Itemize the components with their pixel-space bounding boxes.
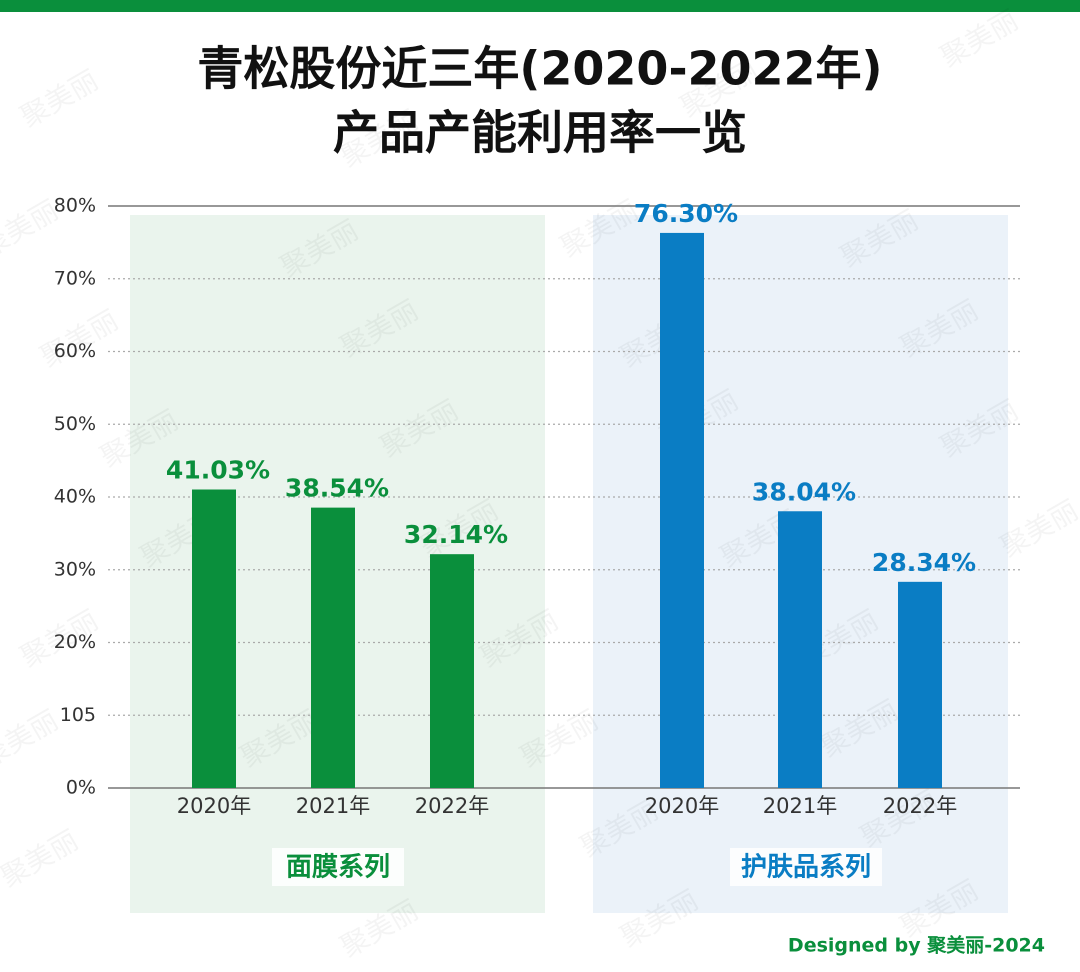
y-tick-label: 80%: [54, 195, 96, 217]
y-tick-label: 0%: [66, 777, 96, 799]
bar: [660, 232, 704, 789]
watermark: 聚美丽: [935, 3, 1024, 74]
x-tick-label: 2022年: [883, 794, 957, 818]
x-tick-label: 2022年: [415, 794, 489, 818]
value-label: 38.04%: [752, 477, 856, 506]
legend-label: 护肤品系列: [741, 853, 871, 883]
y-tick-label: 30%: [54, 558, 96, 580]
top-band: [0, 0, 1080, 12]
bar: [778, 511, 822, 788]
chart-subtitle: 产品产能利用率一览: [333, 106, 747, 160]
y-tick-label: 50%: [54, 413, 96, 435]
value-label: 41.03%: [166, 456, 270, 485]
y-tick-label: 105: [60, 704, 96, 726]
group-label-box: [272, 848, 404, 886]
credit: Designed by 聚美丽-2024: [788, 934, 1045, 957]
value-label: 76.30%: [634, 199, 738, 228]
value-label: 38.54%: [285, 474, 389, 503]
y-tick-label: 40%: [54, 486, 96, 508]
watermark: 聚美丽: [15, 63, 104, 134]
value-label: 28.34%: [872, 548, 976, 577]
bar: [898, 581, 942, 788]
x-tick-label: 2021年: [763, 794, 837, 818]
legend-label: 面膜系列: [286, 853, 390, 883]
bar: [430, 554, 474, 788]
y-tick-label: 70%: [54, 267, 96, 289]
y-tick-label: 60%: [54, 340, 96, 362]
x-tick-label: 2020年: [645, 794, 719, 818]
value-label: 32.14%: [404, 520, 508, 549]
x-tick-label: 2020年: [177, 794, 251, 818]
bar: [311, 507, 355, 788]
watermark: 聚美丽: [0, 823, 84, 894]
group-label-box: [730, 848, 882, 886]
watermark: 聚美丽: [0, 703, 64, 774]
bar: [192, 489, 236, 788]
watermark: 聚美丽: [35, 303, 124, 374]
x-tick-label: 2021年: [296, 794, 370, 818]
y-tick-label: 20%: [54, 631, 96, 653]
chart-title: 青松股份近三年(2020-2022年): [197, 42, 882, 96]
